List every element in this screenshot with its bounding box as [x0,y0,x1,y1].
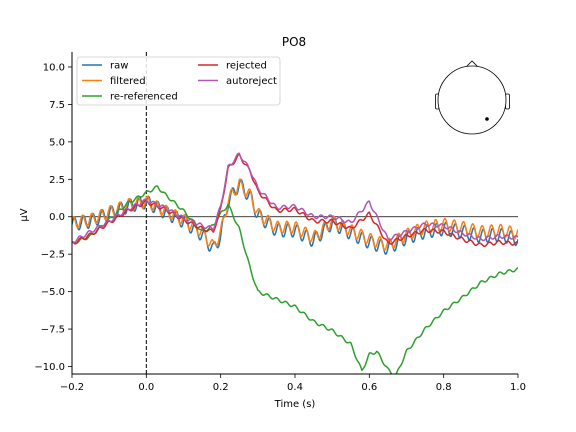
y-axis-label: µV [19,208,30,221]
y-tick-label: 7.5 [49,100,65,111]
series-line-re-referenced [72,185,518,374]
reference-lines [72,52,518,374]
sensor-location-head-icon [435,60,510,135]
head-outline-icon [437,65,507,135]
x-tick-label: 1.0 [510,382,526,393]
y-tick-label: −7.5 [41,325,65,336]
legend-label: rejected [226,61,267,72]
series-layer [72,152,518,374]
tick-layer: −0.2 0.0 0.2 0.4 0.6 0.8 1.0 10.0 7.5 5.0 2.5 0.0 −2… [34,62,526,393]
series-line-autoreject [72,152,518,244]
x-tick-label: 0.6 [361,382,377,393]
y-tick-label: −2.5 [41,250,65,261]
series-line-filtered [72,178,518,251]
sensor-marker-dot [485,117,489,121]
legend-label: autoreject [226,76,277,87]
legend-label: raw [110,61,128,72]
y-tick-label: 5.0 [49,137,65,148]
x-tick-label: 0.4 [287,382,303,393]
x-axis-label: Time (s) [274,399,316,410]
x-tick-label: 0.0 [138,382,154,393]
legend-label: re-referenced [110,92,178,103]
chart-title: PO8 [282,35,306,49]
legend-frame [76,56,281,106]
y-tick-label: −10.0 [34,362,65,373]
y-tick-label: −5.0 [41,287,65,298]
x-tick-label: 0.8 [436,382,452,393]
x-tick-label: 0.2 [213,382,229,393]
y-tick-label: 10.0 [43,62,65,73]
legend-label: filtered [110,76,146,87]
y-tick-label: 2.5 [49,175,65,186]
legend: raw filtered re-referenced rejected autoreje… [76,56,281,106]
y-tick-label: 0.0 [49,212,65,223]
series-line-raw [72,179,518,255]
x-tick-label: −0.2 [60,382,84,393]
